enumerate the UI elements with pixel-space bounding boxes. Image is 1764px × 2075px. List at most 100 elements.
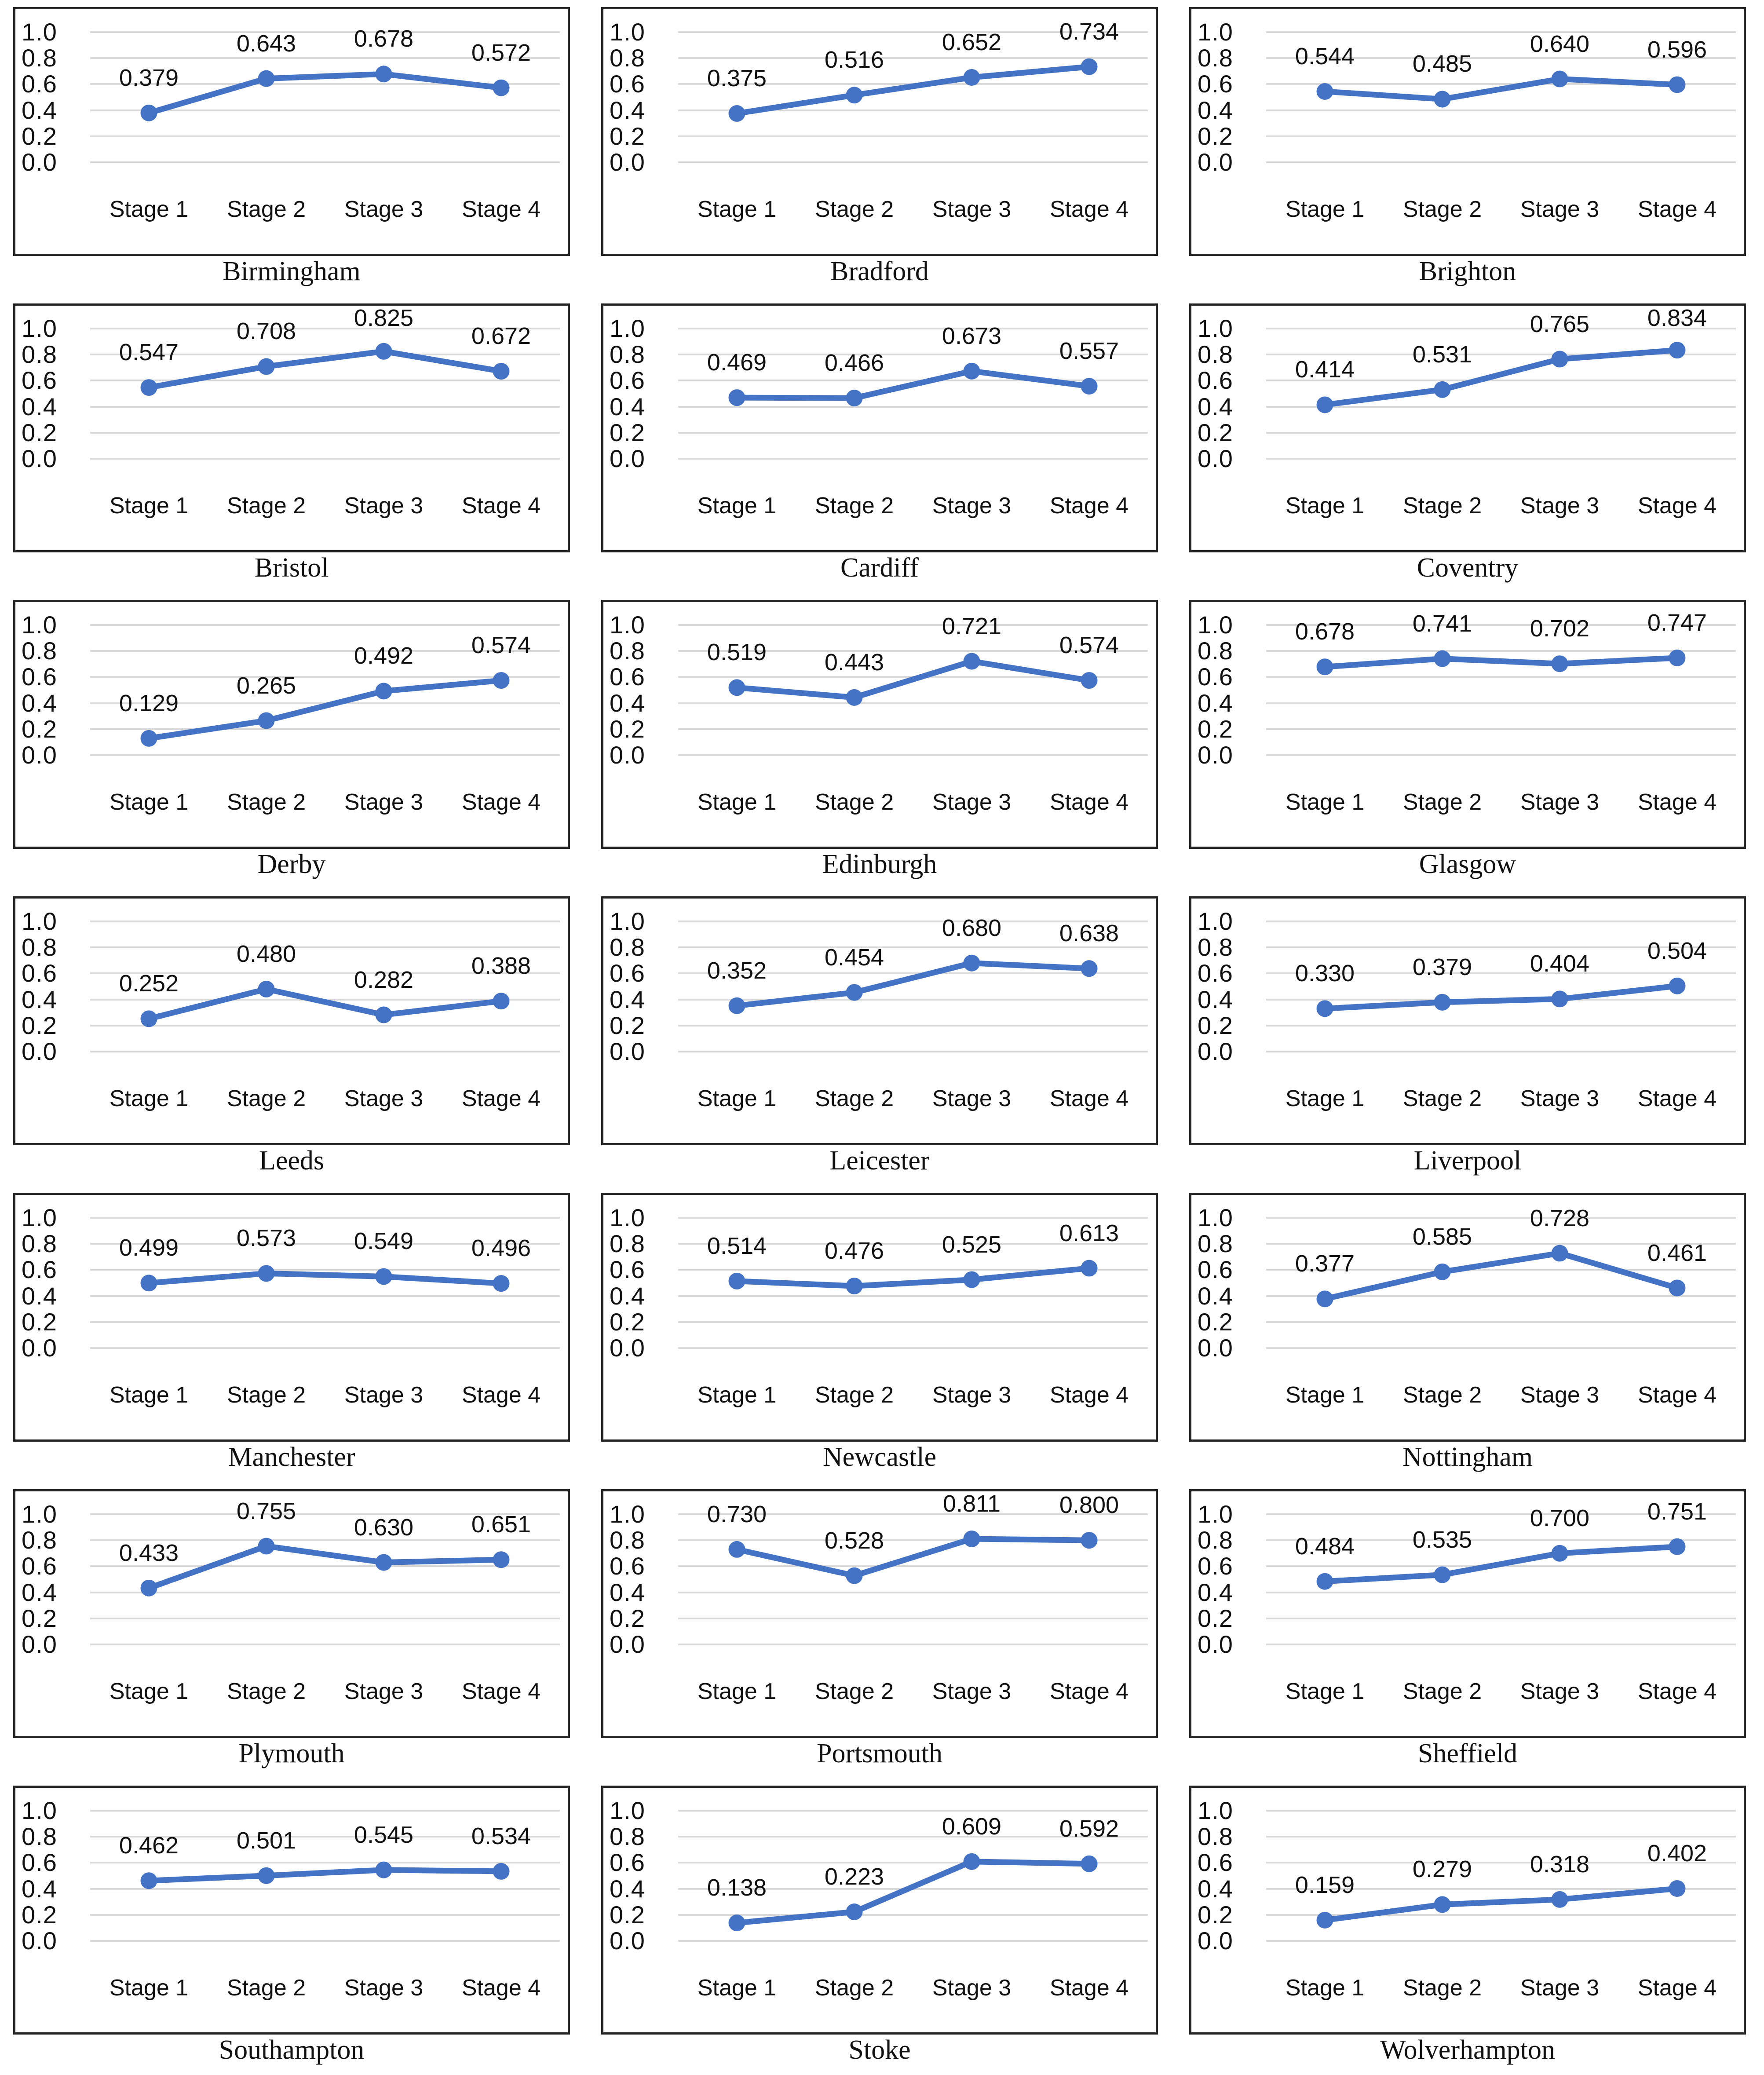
x-tick-label: Stage 4: [1049, 1679, 1129, 1704]
plot-box: 1.0 0.8 0.6 0.4 0.2 0.0 0.544 Stage 1 0.485 Stage…: [1189, 7, 1746, 256]
data-label: 0.402: [1647, 1840, 1707, 1867]
data-label: 0.673: [942, 322, 1002, 349]
gridline: [90, 1617, 560, 1619]
x-tick-label: Stage 2: [226, 789, 306, 815]
chart-portsmouth: 1.0 0.8 0.6 0.4 0.2 0.0 0.730 Stage 1 0.528 Stage…: [588, 1482, 1176, 1779]
plot-box: 1.0 0.8 0.6 0.4 0.2 0.0 0.499 Stage 1 0.573 Stage…: [13, 1193, 570, 1442]
data-label: 0.573: [236, 1225, 296, 1252]
x-tick-label: Stage 2: [814, 1382, 894, 1408]
chart-title: Liverpool: [1413, 1146, 1522, 1176]
data-label: 0.700: [1530, 1505, 1590, 1531]
data-label: 0.318: [1530, 1851, 1590, 1878]
data-label: 0.643: [236, 30, 296, 57]
data-point-marker: [375, 66, 392, 83]
gridline: [90, 1217, 560, 1219]
y-tick-label: 0.2: [610, 1308, 645, 1336]
y-tick-label: 0.8: [22, 1823, 57, 1851]
x-tick-label: Stage 2: [226, 1086, 306, 1111]
x-tick-label: Stage 3: [932, 789, 1012, 815]
x-tick-label: Stage 3: [344, 1382, 424, 1408]
x-tick-label: Stage 3: [344, 1975, 424, 2001]
gridline: [1266, 1539, 1736, 1542]
y-tick-label: 0.0: [610, 1334, 645, 1362]
x-tick-label: Stage 4: [1049, 789, 1129, 815]
y-tick-label: 0.6: [22, 1256, 57, 1284]
y-tick-label: 1.0: [610, 1797, 645, 1824]
data-label: 0.480: [236, 940, 296, 967]
y-tick-label: 0.2: [22, 1900, 57, 1929]
data-point-marker: [1081, 960, 1098, 977]
data-point-marker: [1316, 1573, 1333, 1590]
y-tick-label: 0.8: [610, 1823, 645, 1851]
x-tick-label: Stage 3: [1520, 197, 1600, 222]
gridline: [1266, 1269, 1736, 1271]
y-tick-label: 1.0: [22, 611, 57, 639]
gridline: [1266, 109, 1736, 111]
gridline: [678, 1836, 1148, 1838]
y-tick-label: 0.8: [1198, 637, 1233, 665]
series-plot: [1316, 342, 1686, 413]
gridline: [678, 1513, 1148, 1515]
y-tick-label: 1.0: [610, 18, 645, 46]
data-point-marker: [846, 87, 863, 104]
data-label: 0.630: [354, 1514, 414, 1541]
data-point-marker: [258, 358, 275, 375]
data-label: 0.492: [354, 643, 414, 669]
data-label: 0.544: [1295, 43, 1355, 69]
y-tick-label: 0.4: [610, 689, 645, 717]
chart-southampton: 1.0 0.8 0.6 0.4 0.2 0.0 0.462 Stage 1 0.501 Stage…: [0, 1779, 588, 2075]
gridline: [90, 328, 560, 329]
gridline: [1266, 1888, 1736, 1890]
y-tick-label: 1.0: [1198, 907, 1233, 935]
gridline: [1266, 946, 1736, 949]
data-point-marker: [1434, 91, 1451, 108]
data-point-marker: [140, 730, 157, 747]
data-point-marker: [1551, 70, 1568, 88]
data-point-marker: [728, 389, 745, 406]
gridline: [90, 1347, 560, 1349]
data-point-marker: [1081, 378, 1098, 395]
plot-box: 1.0 0.8 0.6 0.4 0.2 0.0 0.129 Stage 1 0.265 Stage…: [13, 600, 570, 849]
x-tick-label: Stage 3: [344, 1679, 424, 1704]
gridline: [678, 998, 1148, 1001]
y-tick-label: 0.4: [22, 689, 57, 717]
y-tick-label: 0.8: [22, 1526, 57, 1554]
x-tick-label: Stage 4: [1637, 1086, 1717, 1111]
data-point-marker: [1316, 1000, 1333, 1017]
data-point-marker: [846, 689, 863, 706]
y-tick-label: 0.0: [1198, 1334, 1233, 1362]
y-tick-label: 1.0: [1198, 611, 1233, 639]
data-point-marker: [1669, 1880, 1686, 1897]
series-plot: [1316, 1880, 1686, 1929]
data-label: 0.678: [354, 26, 414, 52]
gridline: [90, 109, 560, 111]
series-plot: [728, 1530, 1098, 1584]
y-tick-label: 1.0: [22, 1797, 57, 1824]
gridline: [90, 83, 560, 85]
data-label: 0.501: [236, 1827, 296, 1854]
gridline: [90, 1888, 560, 1890]
data-label: 0.454: [824, 944, 884, 971]
data-point-marker: [728, 1541, 745, 1558]
y-tick-label: 0.4: [610, 1874, 645, 1903]
data-point-marker: [963, 653, 980, 670]
data-label: 0.377: [1295, 1250, 1355, 1277]
series-plot: [728, 58, 1098, 122]
data-label: 0.613: [1059, 1220, 1119, 1246]
data-point-marker: [1316, 83, 1333, 100]
y-tick-label: 0.4: [22, 1874, 57, 1903]
x-tick-label: Stage 2: [226, 197, 306, 222]
series-line: [146, 986, 504, 1022]
y-tick-label: 0.8: [22, 340, 57, 369]
gridline: [678, 1269, 1148, 1271]
y-tick-label: 1.0: [22, 314, 57, 342]
chart-title: Cardiff: [840, 553, 919, 583]
gridline: [90, 676, 560, 678]
chart-glasgow: 1.0 0.8 0.6 0.4 0.2 0.0 0.678 Stage 1 0.741 Stage…: [1176, 593, 1764, 889]
x-tick-label: Stage 3: [1520, 1975, 1600, 2001]
x-tick-label: Stage 1: [1285, 789, 1365, 815]
x-tick-label: Stage 1: [1285, 1382, 1365, 1408]
y-tick-label: 0.0: [1198, 1038, 1233, 1065]
data-point-marker: [140, 1275, 157, 1292]
gridline: [678, 946, 1148, 949]
